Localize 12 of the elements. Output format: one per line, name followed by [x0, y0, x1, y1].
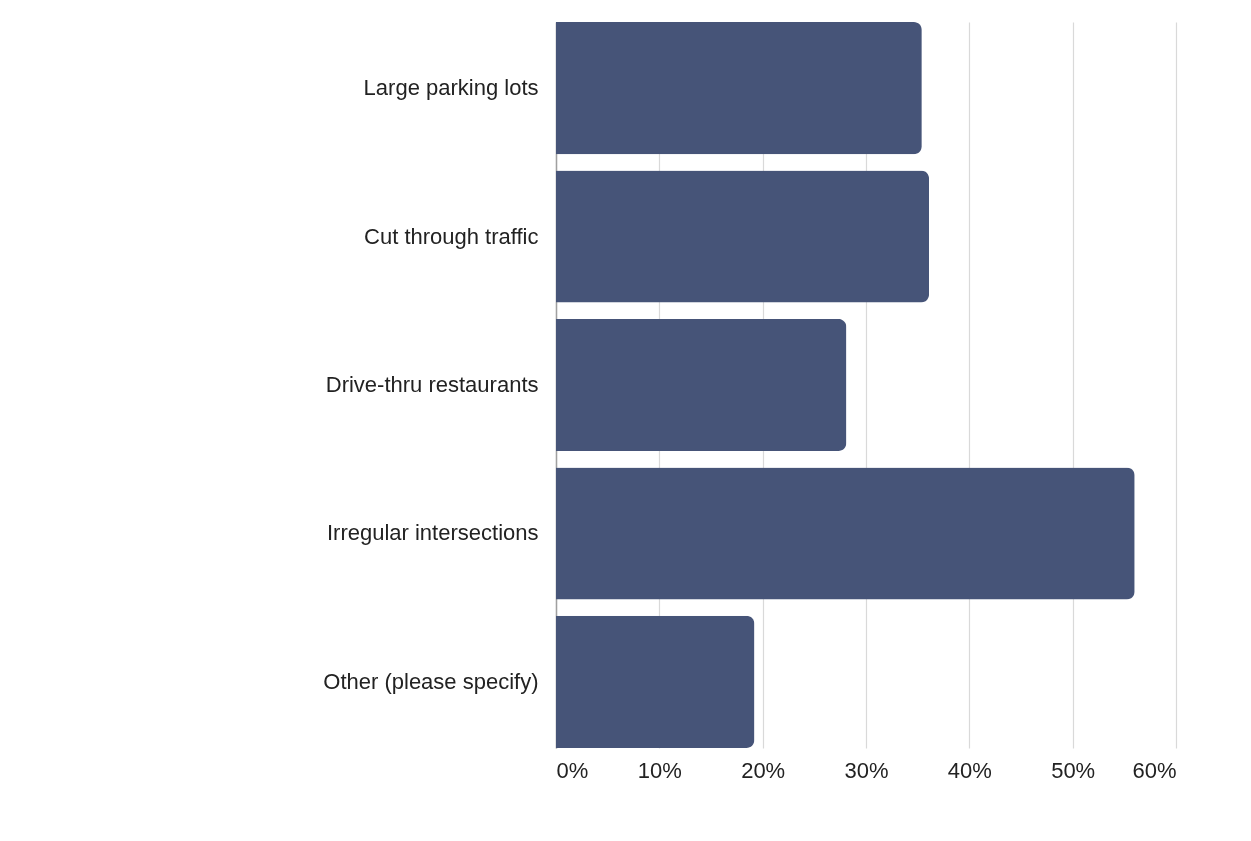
x-tick-label: 60% [1132, 757, 1177, 783]
x-tick-label: 20% [741, 757, 786, 783]
y-tick-label: Irregular intersections [326, 520, 539, 546]
x-tick-label: 0% [556, 757, 589, 783]
x-tick-label: 30% [844, 757, 889, 783]
x-tick-label: 40% [947, 757, 992, 783]
y-tick-label: Cut through traffic [364, 223, 539, 249]
x-tick-label: 50% [1051, 757, 1096, 783]
y-tick-label: Large parking lots [363, 75, 539, 101]
y-tick-label: Drive-thru restaurants [325, 372, 539, 397]
y-tick-label: Other (please specify) [323, 668, 539, 694]
x-tick-label: 10% [637, 757, 682, 783]
